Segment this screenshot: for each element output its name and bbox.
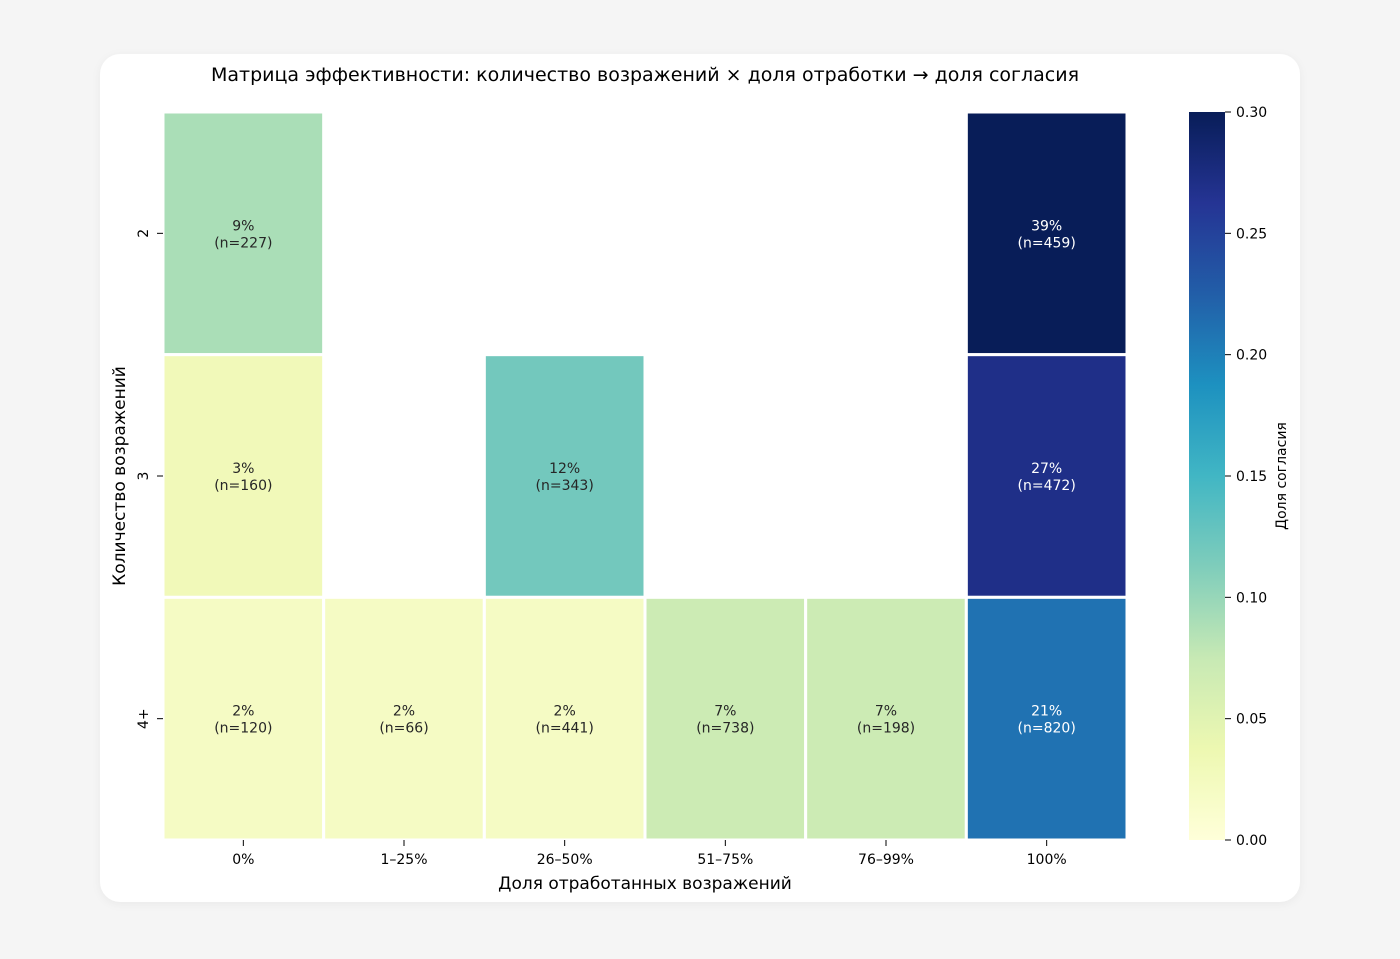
x-tick-label: 100% [1027, 852, 1067, 868]
cell-annotation: (n=343) [536, 478, 594, 494]
cell-annotation: 2% [554, 704, 576, 720]
colorbar-tick-label: 0.10 [1236, 590, 1267, 606]
cell-annotation: (n=120) [214, 721, 272, 737]
cell-annotation: (n=66) [379, 721, 428, 737]
cell-annotation: 3% [232, 461, 254, 477]
heatmap-cell [161, 353, 326, 599]
y-axis-label: Количество возражений [110, 366, 130, 586]
x-tick-label: 0% [232, 852, 254, 868]
y-tick-label: 2 [136, 229, 152, 238]
colorbar-tick-label: 0.30 [1236, 105, 1267, 121]
cell-annotation: (n=738) [696, 721, 754, 737]
cell-annotation: 21% [1031, 704, 1062, 720]
cell-annotation: 12% [549, 461, 580, 477]
cell-annotation: 39% [1031, 218, 1062, 234]
x-tick-label: 51–75% [697, 852, 753, 868]
heatmap-cell [482, 595, 647, 842]
colorbar [1189, 112, 1225, 840]
cell-annotation: 7% [875, 704, 897, 720]
cell-annotation: (n=441) [536, 721, 594, 737]
cell-annotation: 7% [714, 704, 736, 720]
cell-annotation: (n=472) [1018, 478, 1076, 494]
colorbar-tick-label: 0.25 [1236, 226, 1267, 242]
cell-annotation: 9% [232, 218, 254, 234]
colorbar-tick-label: 0.15 [1236, 469, 1267, 485]
y-tick-label: 3 [136, 472, 152, 481]
x-tick-label: 76–99% [858, 852, 914, 868]
heatmap-cell [161, 110, 326, 357]
x-tick-label: 1–25% [380, 852, 427, 868]
x-tick-label: 26–50% [537, 852, 593, 868]
y-tick-label: 4+ [136, 708, 152, 729]
cell-annotation: (n=820) [1018, 721, 1076, 737]
heatmap-cell [322, 595, 486, 842]
cell-annotation: 2% [393, 704, 415, 720]
cell-annotation: (n=198) [857, 721, 915, 737]
colorbar-tick-label: 0.00 [1236, 833, 1267, 849]
cell-annotation: (n=227) [214, 235, 272, 251]
colorbar-label: Доля согласия [1274, 422, 1290, 530]
cell-annotation: 2% [232, 704, 254, 720]
colorbar-tick-label: 0.05 [1236, 712, 1267, 728]
cell-annotation: (n=459) [1018, 235, 1076, 251]
x-axis-label: Доля отработанных возражений [498, 874, 792, 894]
chart-title: Матрица эффективности: количество возраж… [211, 64, 1079, 86]
colorbar-tick-label: 0.20 [1236, 348, 1267, 364]
heatmap-cell [643, 595, 808, 842]
heatmap-cell [964, 110, 1129, 357]
cell-annotation: (n=160) [214, 478, 272, 494]
heatmap-cell [804, 595, 968, 842]
cell-annotation: 27% [1031, 461, 1062, 477]
